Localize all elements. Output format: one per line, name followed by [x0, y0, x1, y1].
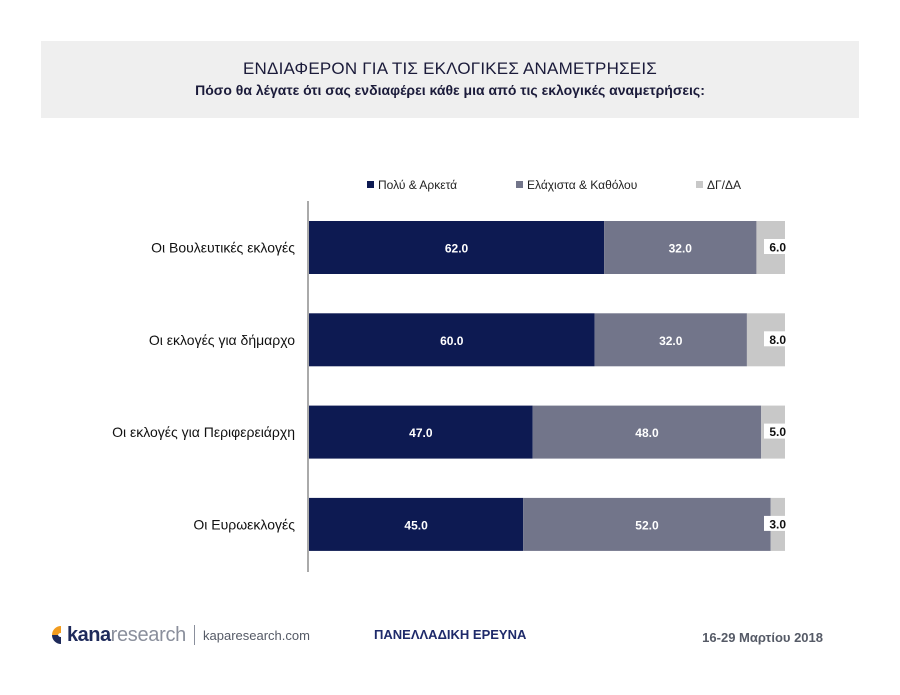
legend-swatch-0 [367, 181, 374, 188]
data-label: 47.0 [409, 426, 433, 440]
chart-title: ΕΝΔΙΑΦΕΡΟΝ ΓΙΑ ΤΙΣ ΕΚΛΟΓΙΚΕΣ ΑΝΑΜΕΤΡΗΣΕΙ… [243, 59, 657, 78]
stacked-bar-chart: Πολύ & Αρκετά Ελάχιστα & Καθόλου ΔΓ/ΔΑ Οι Β… [112, 178, 786, 572]
bar-segment-ελάχιστα-καθόλου [523, 497, 771, 551]
chart-header: ΕΝΔΙΑΦΕΡΟΝ ΓΙΑ ΤΙΣ ΕΚΛΟΓΙΚΕΣ ΑΝΑΜΕΤΡΗΣΕΙ… [41, 41, 859, 118]
data-label: 32.0 [669, 242, 693, 256]
category-label: Οι εκλογές για δήμαρχο [149, 332, 295, 348]
data-label: 6.0 [769, 241, 786, 255]
bar-segment-ελάχιστα-καθόλου [604, 221, 757, 274]
chart-subtitle: Πόσο θα λέγατε ότι σας ενδιαφέρει κάθε μ… [195, 82, 705, 98]
website-url: kaparesearch.com [203, 627, 310, 643]
legend-label-0: Πολύ & Αρκετά [378, 178, 457, 192]
legend-swatch-2 [696, 181, 703, 188]
data-label: 45.0 [404, 518, 428, 532]
data-label: 3.0 [769, 517, 786, 531]
data-label: 32.0 [659, 334, 683, 348]
logo-separator [194, 625, 196, 645]
logo-mark-icon [52, 626, 61, 644]
data-label: 52.0 [635, 518, 659, 532]
bar-segment-πολύ-αρκετά [309, 497, 524, 551]
data-label: 48.0 [635, 426, 659, 440]
bar-segment-πολύ-αρκετά [309, 221, 605, 274]
category-label: Οι εκλογές για Περιφερειάρχη [112, 424, 295, 440]
legend-label-1: Ελάχιστα & Καθόλου [527, 178, 637, 192]
data-label-bg [764, 239, 786, 254]
survey-date: 16-29 Μαρτίου 2018 [702, 630, 823, 645]
legend-label-2: ΔΓ/ΔΑ [707, 178, 741, 192]
bar-segment-πολύ-αρκετά [309, 405, 533, 459]
data-label-bg [764, 331, 786, 347]
legend-swatch-1 [516, 181, 523, 188]
bar-segment-ελάχιστα-καθόλου [594, 313, 747, 367]
data-label: 62.0 [445, 242, 469, 256]
data-label: 5.0 [769, 425, 786, 439]
survey-label: ΠΑΝΕΛΛΑΔΙΚΗ ΕΡΕΥΝΑ [374, 627, 527, 642]
logo-kana-text: kana [67, 623, 111, 646]
company-logo: kana research kaparesearch.com [50, 622, 310, 648]
data-label: 8.0 [769, 333, 786, 347]
data-label: 60.0 [440, 334, 464, 348]
category-label: Οι Βουλευτικές εκλογές [151, 240, 295, 256]
logo-research-text: research [110, 623, 187, 646]
bar-segment-πολύ-αρκετά [309, 313, 595, 367]
data-label-bg [764, 423, 786, 439]
data-label-bg [764, 515, 786, 531]
bar-segment-ελάχιστα-καθόλου [532, 405, 762, 459]
category-label: Οι Ευρωεκλογές [193, 516, 295, 532]
